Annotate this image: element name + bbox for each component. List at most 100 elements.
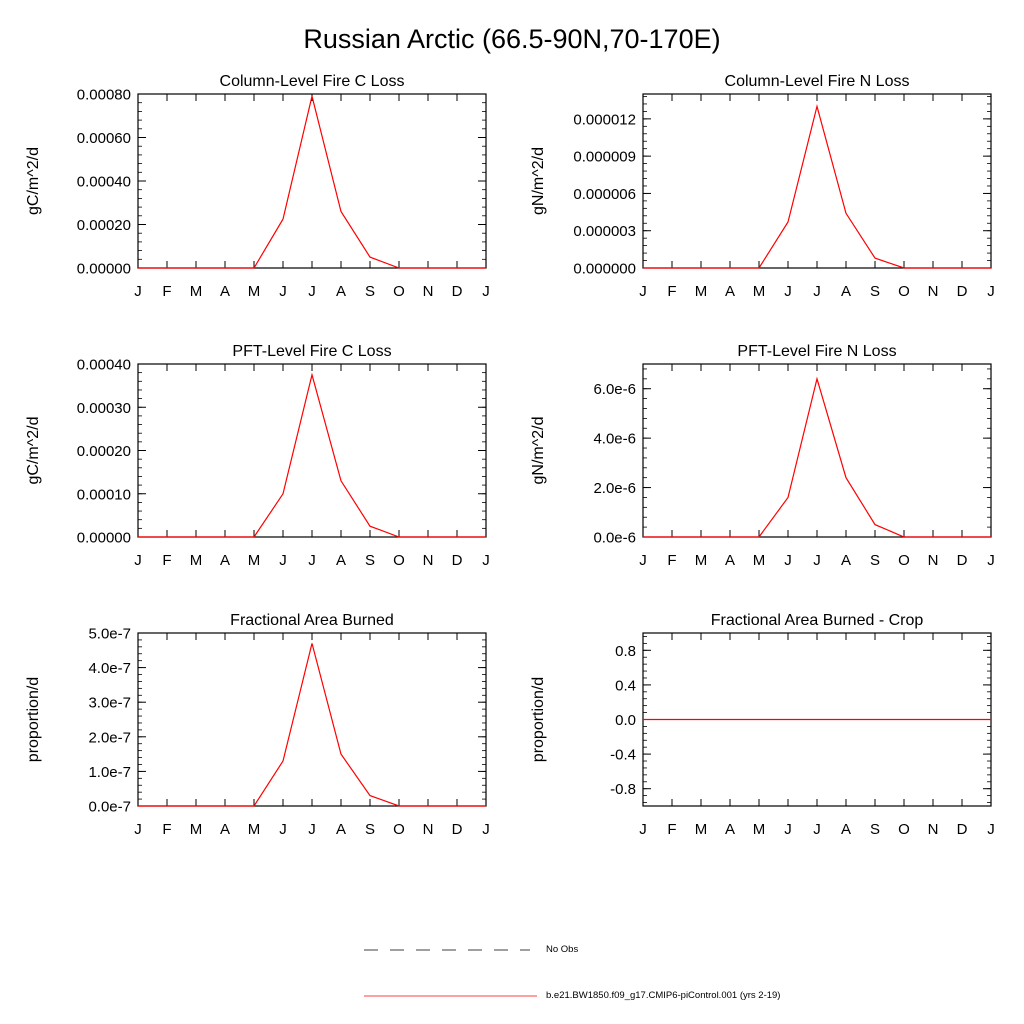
y-axis-label: gN/m^2/d	[530, 417, 547, 485]
y-tick-label: 0.00000	[77, 261, 131, 278]
plot-frame	[137, 93, 487, 269]
x-tick-label: F	[162, 283, 171, 300]
x-tick-label: F	[162, 552, 171, 569]
y-axis-label: proportion/d	[530, 677, 547, 762]
panel-title: PFT-Level Fire N Loss	[737, 343, 896, 360]
y-tick-label: 0.4	[615, 677, 636, 694]
x-tick-label: A	[336, 283, 346, 300]
x-tick-label: J	[813, 283, 821, 300]
x-tick-label: O	[898, 552, 910, 569]
x-tick-label: J	[134, 821, 142, 838]
x-tick-label: A	[725, 552, 735, 569]
panel-5: J F M A M J J A S O N D J0.0e-71.0e-72.0e-73.0e-74.0…	[25, 612, 490, 838]
x-tick-label: F	[667, 821, 676, 838]
x-tick-label: M	[190, 552, 203, 569]
x-tick-label: M	[190, 283, 203, 300]
x-tick-label: A	[336, 552, 346, 569]
x-tick-label: D	[452, 552, 463, 569]
x-tick-label: M	[753, 821, 766, 838]
y-axis-label: gC/m^2/d	[25, 147, 42, 215]
y-tick-label: 0.8	[615, 643, 636, 660]
plot-frame	[642, 93, 992, 269]
x-tick-label: J	[134, 283, 142, 300]
x-tick-label: F	[162, 821, 171, 838]
x-tick-label: J	[482, 821, 490, 838]
x-tick-label: N	[928, 283, 939, 300]
y-tick-label: 6.0e-6	[593, 381, 636, 398]
y-tick-label: 4.0e-7	[88, 660, 131, 677]
panel-1: J F M A M J J A S O N D J0.000000.000200.000400.0006…	[25, 73, 490, 300]
plot-frame	[137, 632, 487, 807]
y-tick-label: 0.00060	[77, 130, 131, 147]
x-tick-label: A	[336, 821, 346, 838]
x-tick-label: J	[784, 821, 792, 838]
x-tick-label: N	[928, 821, 939, 838]
y-axis-label: gN/m^2/d	[530, 147, 547, 215]
x-tick-label: J	[308, 552, 316, 569]
x-tick-label: S	[365, 552, 375, 569]
y-tick-label: 4.0e-6	[593, 431, 636, 448]
x-tick-label: O	[898, 821, 910, 838]
x-tick-label: A	[841, 552, 851, 569]
y-tick-label: 3.0e-7	[88, 695, 131, 712]
legend-label-no-obs: No Obs	[546, 944, 579, 955]
panel-title: Column-Level Fire N Loss	[725, 73, 910, 90]
series-line	[138, 372, 486, 538]
x-tick-label: J	[279, 552, 287, 569]
x-tick-label: J	[482, 552, 490, 569]
x-tick-label: D	[452, 821, 463, 838]
x-tick-label: D	[957, 821, 968, 838]
x-tick-label: D	[957, 283, 968, 300]
plot-frame	[642, 363, 992, 538]
panel-title: PFT-Level Fire C Loss	[232, 343, 391, 360]
x-tick-label: J	[813, 821, 821, 838]
x-tick-label: A	[220, 552, 230, 569]
x-tick-label: M	[190, 821, 203, 838]
y-tick-label: 2.0e-7	[88, 729, 131, 746]
y-tick-label: 0.000012	[573, 111, 636, 128]
y-tick-label: -0.8	[610, 781, 636, 798]
y-tick-label: 0.00020	[77, 443, 131, 460]
y-tick-label: 0.0e-6	[593, 530, 636, 547]
y-tick-label: 0.00040	[77, 357, 131, 374]
y-tick-label: -0.4	[610, 747, 636, 764]
x-tick-label: O	[393, 821, 405, 838]
x-tick-label: M	[695, 283, 708, 300]
y-tick-label: 1.0e-7	[88, 764, 131, 781]
y-tick-label: 5.0e-7	[88, 626, 131, 643]
panel-title: Fractional Area Burned - Crop	[711, 612, 924, 629]
x-tick-label: O	[393, 552, 405, 569]
x-tick-label: M	[753, 283, 766, 300]
x-tick-label: J	[308, 821, 316, 838]
series-line	[138, 96, 486, 269]
x-tick-label: M	[248, 821, 261, 838]
x-tick-label: F	[667, 283, 676, 300]
x-tick-label: J	[639, 821, 647, 838]
panel-4: J F M A M J J A S O N D J0.0e-62.0e-64.0e-66.0e-6PFT…	[530, 343, 995, 569]
x-tick-label: N	[423, 552, 434, 569]
y-tick-label: 0.00030	[77, 400, 131, 417]
y-tick-label: 0.0	[615, 712, 636, 729]
x-tick-label: A	[220, 283, 230, 300]
x-tick-label: J	[784, 283, 792, 300]
x-tick-label: N	[423, 283, 434, 300]
plot-frame	[137, 363, 487, 538]
x-tick-label: S	[870, 283, 880, 300]
y-tick-label: 0.000009	[573, 149, 636, 166]
x-tick-label: F	[667, 552, 676, 569]
x-tick-label: A	[220, 821, 230, 838]
x-tick-label: N	[423, 821, 434, 838]
y-tick-label: 0.000003	[573, 223, 636, 240]
panel-title: Column-Level Fire C Loss	[220, 73, 405, 90]
y-tick-label: 0.0e-7	[88, 799, 131, 816]
x-tick-label: J	[784, 552, 792, 569]
x-tick-label: J	[134, 552, 142, 569]
x-tick-label: M	[695, 552, 708, 569]
x-tick-label: M	[248, 283, 261, 300]
y-tick-label: 0.000000	[573, 261, 636, 278]
x-tick-label: M	[695, 821, 708, 838]
x-tick-label: A	[725, 283, 735, 300]
x-tick-label: J	[482, 283, 490, 300]
x-tick-label: S	[870, 821, 880, 838]
